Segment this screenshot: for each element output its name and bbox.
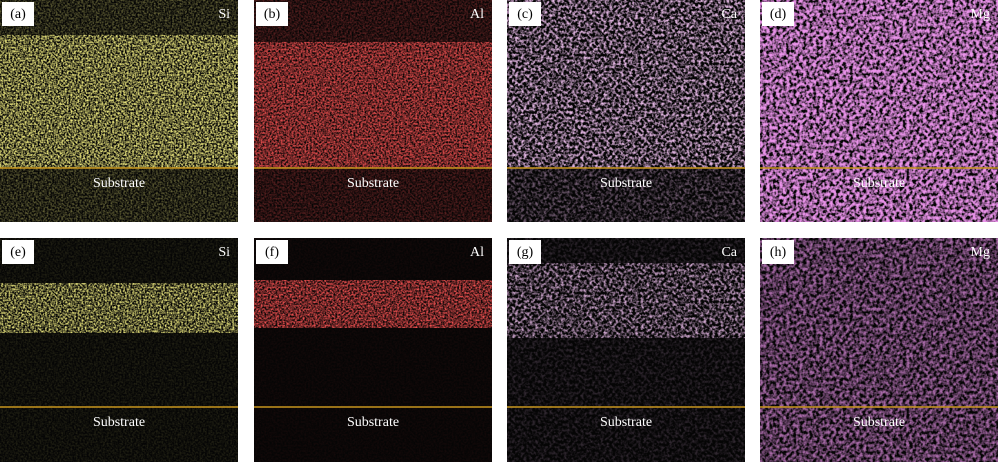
panel-label: (h) [770,245,787,260]
region-label: Substrate [600,415,652,430]
map-panel: (h) Mg Substrate [760,238,998,462]
panel-label: (e) [10,245,26,260]
panel-label: (b) [264,7,281,22]
label-box [256,2,288,26]
element-label: Ca [721,245,737,260]
coating-signal [0,283,238,333]
panel-label: (c) [517,7,533,22]
panel-label: (d) [770,7,787,22]
region-label: Substrate [93,415,145,430]
map-panel: (c) Ca Substrate [507,0,745,222]
noise-background [0,238,238,462]
element-label: Al [470,245,484,260]
element-label: Mg [971,245,990,260]
label-box [509,240,541,264]
element-label: Si [218,245,230,260]
panel-label: (f) [265,245,279,260]
label-box [762,240,794,264]
map-panel: (e) Si Substrate [0,238,238,462]
panel-label: (a) [10,7,26,22]
map-panel: (g) Ca Substrate [507,238,745,462]
coating-signal [507,0,745,168]
label-box [762,2,794,26]
map-panel: (f) Al Substrate [254,238,492,462]
region-label: Substrate [347,176,399,191]
label-box [2,2,34,26]
region-label: Substrate [853,176,905,191]
region-label: Substrate [853,415,905,430]
element-label: Si [218,7,230,22]
region-label: Substrate [347,415,399,430]
label-box [509,2,541,26]
map-panel: (d) Mg Substrate [760,0,998,222]
region-label: Substrate [93,176,145,191]
coating-signal [254,280,492,328]
panel-label: (g) [517,245,534,260]
noise-background [254,238,492,462]
coating-signal [0,35,238,168]
coating-signal [760,0,998,222]
element-label: Ca [721,7,737,22]
region-label: Substrate [600,176,652,191]
label-box [2,240,34,264]
map-panel: (a) Si Substrate [0,0,238,222]
element-label: Al [470,7,484,22]
element-label: Mg [971,7,990,22]
coating-signal [760,238,998,462]
label-box [256,240,288,264]
coating-signal [254,42,492,168]
map-panel: (b) Al Substrate [254,0,492,222]
coating-signal [507,263,745,338]
